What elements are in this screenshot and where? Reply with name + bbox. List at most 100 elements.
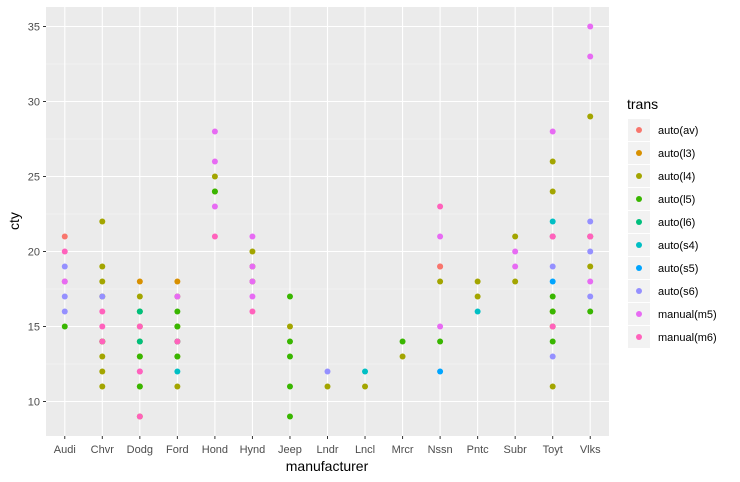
data-point <box>512 278 519 285</box>
data-point <box>587 278 594 285</box>
x-axis: Audi Chvr Dodg Ford Hond Hynd Jeep Lndr Lncl Mrcr… <box>54 436 601 456</box>
data-point <box>549 233 556 240</box>
data-point <box>549 278 556 285</box>
data-point <box>549 218 556 225</box>
x-axis-title: manufacturer <box>286 458 369 474</box>
data-point <box>512 248 519 255</box>
data-point <box>437 233 444 240</box>
data-point <box>437 323 444 330</box>
data-point <box>174 338 181 345</box>
data-points <box>61 23 594 420</box>
data-point <box>512 263 519 270</box>
data-point <box>549 188 556 195</box>
data-point <box>99 278 106 285</box>
data-point <box>99 338 106 345</box>
legend-swatch <box>636 196 642 202</box>
x-tick-label: Audi <box>54 444 76 456</box>
x-tick-label: Subr <box>504 444 528 456</box>
data-point <box>99 383 106 390</box>
x-tick-label: Hond <box>202 444 228 456</box>
data-point <box>99 263 106 270</box>
grid-lines <box>46 7 609 436</box>
data-point <box>99 293 106 300</box>
data-point <box>286 293 293 300</box>
data-point <box>211 233 218 240</box>
data-point <box>249 293 256 300</box>
data-point <box>211 188 218 195</box>
data-point <box>286 413 293 420</box>
data-point <box>211 128 218 135</box>
data-point <box>211 203 218 210</box>
data-point <box>174 278 181 285</box>
legend-label: manual(m6) <box>658 332 717 344</box>
data-point <box>549 293 556 300</box>
data-point <box>136 293 143 300</box>
legend-label: manual(m5) <box>658 309 717 321</box>
legend-label: auto(l6) <box>658 217 695 229</box>
x-tick-label: Toyt <box>543 444 563 456</box>
data-point <box>549 263 556 270</box>
y-tick-label: 35 <box>28 22 40 34</box>
data-point <box>437 203 444 210</box>
data-point <box>362 368 369 375</box>
legend-label: auto(l4) <box>658 171 695 183</box>
data-point <box>174 308 181 315</box>
data-point <box>474 278 481 285</box>
legend-swatch <box>636 242 642 248</box>
data-point <box>61 323 68 330</box>
legend-swatch <box>636 311 642 317</box>
y-tick-label: 30 <box>28 97 40 109</box>
data-point <box>249 278 256 285</box>
data-point <box>399 338 406 345</box>
legend-swatch <box>636 288 642 294</box>
data-point <box>136 323 143 330</box>
x-tick-label: Ford <box>166 444 189 456</box>
data-point <box>399 353 406 360</box>
x-tick-label: Dodg <box>127 444 153 456</box>
data-point <box>174 353 181 360</box>
y-tick-label: 10 <box>28 397 40 409</box>
data-point <box>61 263 68 270</box>
data-point <box>587 248 594 255</box>
data-point <box>549 383 556 390</box>
data-point <box>61 233 68 240</box>
x-tick-label: Lndr <box>316 444 338 456</box>
data-point <box>437 278 444 285</box>
data-point <box>99 368 106 375</box>
data-point <box>587 233 594 240</box>
data-point <box>474 293 481 300</box>
data-point <box>99 218 106 225</box>
data-point <box>324 383 331 390</box>
data-point <box>61 308 68 315</box>
legend-label: auto(s6) <box>658 286 698 298</box>
data-point <box>136 368 143 375</box>
data-point <box>249 263 256 270</box>
data-point <box>437 263 444 270</box>
data-point <box>587 23 594 30</box>
data-point <box>249 308 256 315</box>
data-point <box>587 263 594 270</box>
data-point <box>286 353 293 360</box>
data-point <box>136 413 143 420</box>
data-point <box>249 233 256 240</box>
data-point <box>587 113 594 120</box>
data-point <box>286 383 293 390</box>
x-tick-label: Jeep <box>278 444 302 456</box>
y-tick-label: 15 <box>28 322 40 334</box>
legend-swatch <box>636 150 642 156</box>
y-axis: 10 15 20 25 30 35 <box>28 22 46 409</box>
data-point <box>549 323 556 330</box>
data-point <box>549 338 556 345</box>
x-tick-label: Pntc <box>467 444 490 456</box>
data-point <box>211 173 218 180</box>
data-point <box>174 368 181 375</box>
data-point <box>587 308 594 315</box>
legend-swatch <box>636 173 642 179</box>
x-tick-label: Mrcr <box>392 444 414 456</box>
legend-swatch <box>636 127 642 133</box>
data-point <box>136 278 143 285</box>
data-point <box>136 308 143 315</box>
legend-swatch <box>636 334 642 340</box>
legend-label: auto(s4) <box>658 240 698 252</box>
data-point <box>587 218 594 225</box>
